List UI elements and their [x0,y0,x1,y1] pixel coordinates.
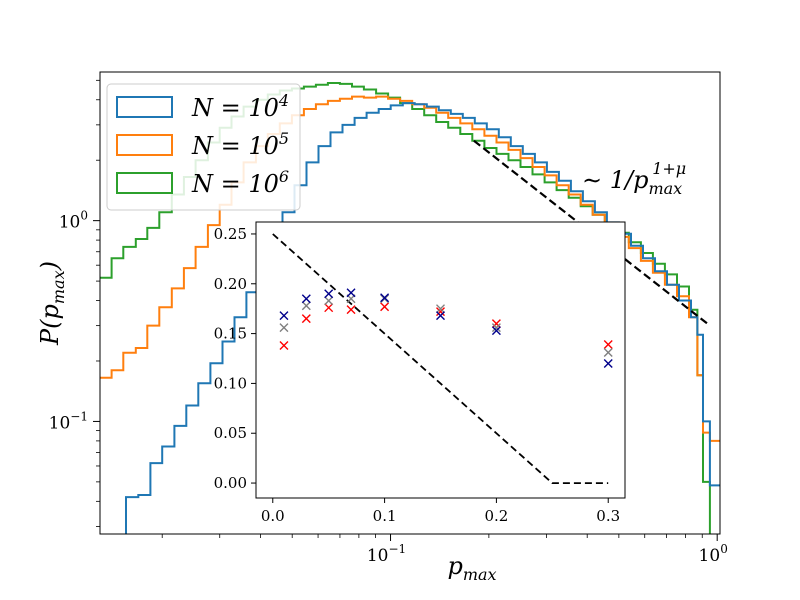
power-law-annotation: ∼ 1/pmax1+μ [582,159,686,198]
y-axis-label-close: ) [36,261,64,271]
x-tick-exp: −1 [389,542,407,556]
legend-box [106,83,301,211]
inset-marker [491,319,501,329]
inset-marker [436,304,445,314]
legend-label: N = 106 [191,167,289,198]
inset-y-tick-label: 0.25 [214,225,247,243]
legend-label-prefix: N = 10 [191,132,279,160]
y-tick-exp: −1 [70,409,88,423]
annotation-text: ∼ 1/pmax1+μ [582,159,686,198]
y-tick-base: 10 [59,213,81,233]
legend-label-exp: 5 [279,129,289,148]
x-tick-label: 100 [699,542,728,566]
legend-swatch [116,172,173,194]
inset-marker [380,302,390,312]
legend-swatch [116,96,173,118]
inset-marker [346,288,356,298]
inset-marker [346,305,356,315]
x-tick-exp: 0 [720,542,728,556]
y-tick-label: 10−1 [49,409,88,433]
y-tick-label: 100 [59,209,88,233]
inset-marker [603,340,613,350]
inset-marker [603,358,613,368]
legend-label-prefix: N = 10 [191,170,279,198]
inset-marker [279,323,289,333]
x-tick-label: 10−1 [367,542,406,566]
annotation-sub: max [648,179,682,198]
inset-marker [380,293,390,303]
main-plot-frame [99,71,721,535]
inset-x-tick-label: 0.0 [261,507,285,525]
x-axis-label-sub: max [463,565,497,584]
inset-marker [491,323,501,333]
y-axis-label: P(pmax) [36,261,68,346]
y-axis-label-main: P(p [36,304,64,346]
legend-swatch [116,134,173,156]
y-tick-base: 10 [49,413,71,433]
legend-label: N = 105 [191,129,289,160]
legend-label: N = 104 [191,91,289,122]
inset-plot: 0.0 0.1 0.2 0.3 0.00 0.05 0.10 0.15 0.20 0.25 [214,221,626,525]
y-tick-exp: 0 [80,209,88,223]
annotation-sup: 1+μ [652,159,686,178]
inset-y-tick-label: 0.20 [214,275,247,293]
inset-x-tick-label: 0.1 [373,507,397,525]
legend-label-exp: 6 [279,167,289,186]
inset-marker [279,311,289,321]
inset-y-tick-label: 0.15 [214,325,247,343]
inset-marker [301,294,311,304]
x-tick-base: 10 [367,546,389,566]
inset-dashed-line [272,233,609,485]
inset-marker [491,326,501,336]
inset-marker [301,301,311,311]
y-axis-label-sub: max [49,270,68,304]
inset-marker [324,303,334,313]
inset-x-tick-label: 0.3 [596,507,620,525]
histogram-series-1e4 [125,102,720,534]
inset-marker [603,348,613,358]
inset-content: 0.0 0.1 0.2 0.3 0.00 0.05 0.10 0.15 0.20 0.25 [214,225,621,525]
inset-marker [436,307,445,317]
inset-y-tick-label: 0.05 [214,424,247,442]
inset-marker [380,294,390,304]
inset-marker [301,314,311,324]
legend-label-prefix: N = 10 [191,94,279,122]
inset-marker [324,296,334,306]
inset-x-tick-label: 0.2 [484,507,508,525]
x-axis-label: pmax [447,552,496,584]
inset-y-tick-label: 0.10 [214,374,247,392]
x-axis-label-main: p [447,552,462,580]
legend-label-exp: 4 [278,91,289,110]
inset-marker [279,341,289,351]
annotation-main: ∼ 1/p [582,166,648,194]
inset-marker [436,311,445,321]
inset-y-tick-label: 0.00 [214,474,247,492]
x-tick-base: 10 [699,546,721,566]
inset-marker [324,289,334,299]
inset-plot-frame [255,221,626,499]
